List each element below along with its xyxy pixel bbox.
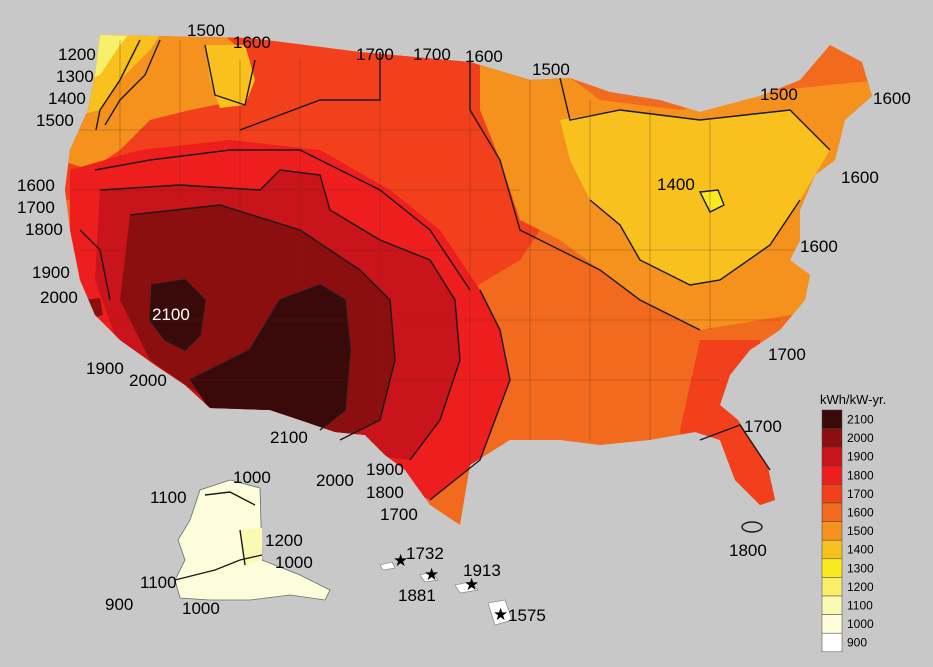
hawaii-island-4: [487, 599, 513, 626]
band-1400-idaho: [205, 45, 255, 108]
hawaii-island-1: [379, 561, 396, 571]
legend-label: 1700: [847, 487, 874, 501]
legend-label: 1600: [847, 506, 874, 520]
contour-label: 1700: [380, 505, 418, 524]
legend-label: 2100: [847, 413, 874, 427]
band-1300-ohio: [700, 190, 724, 212]
contour-label: 1700: [768, 345, 806, 364]
hawaii-labels: 1732 1913 1881 1575: [398, 544, 546, 625]
legend-label: 1200: [847, 580, 874, 594]
hawaii-island-2: [419, 571, 439, 583]
band-2000-coast: [85, 298, 103, 318]
hawaii: ★ ★ ★ ★: [379, 551, 513, 626]
band-2100-nv: [150, 280, 205, 350]
legend-label: 1500: [847, 524, 874, 538]
contour-label: 1700: [356, 45, 394, 64]
star-icon: ★: [424, 565, 439, 584]
star-icon: ★: [464, 575, 479, 594]
legend-swatch: [821, 614, 843, 634]
contour-label: 2000: [40, 288, 78, 307]
contour-label: 1400: [657, 175, 695, 194]
contour-label: 1600: [873, 89, 911, 108]
alaska-labels: 1000 1100 1200 1000 1100 900 1000: [105, 468, 313, 618]
contour-label: 1700: [413, 45, 451, 64]
legend-swatch: [821, 446, 843, 467]
contour-label: 1100: [150, 488, 187, 507]
legend-swatch: [821, 502, 843, 522]
contour-label: 1700: [744, 417, 782, 436]
legend-label: 900: [847, 636, 867, 650]
legend-items: 2100 2000 1900 1800 1700 1600 1500 1400 1300 1200…: [821, 409, 874, 653]
legend-label: 1300: [847, 561, 874, 575]
legend-swatch: [821, 409, 843, 429]
legend: kWh/kW-yr. 2100 2000 1900 1800 1700 1600 1500 1…: [820, 392, 886, 653]
contour-label: 1200: [58, 45, 96, 64]
contour-label: 1100: [140, 573, 177, 592]
contour-label: 1000: [182, 599, 220, 618]
contour-label: 2100: [152, 305, 190, 324]
legend-label: 1000: [847, 617, 874, 631]
point-label: 1913: [463, 561, 501, 580]
legend-swatch: [821, 632, 843, 653]
contour-label: 1500: [532, 60, 570, 79]
legend-swatch: [821, 428, 843, 448]
contour-label: 1500: [760, 85, 798, 104]
hawaii-island-3: [454, 581, 479, 594]
contour-label: 1800: [25, 220, 63, 239]
contour-label: 1900: [366, 460, 404, 479]
legend-title: kWh/kW-yr.: [820, 392, 886, 407]
band-2100-az: [190, 285, 350, 430]
contour-label: 1000: [233, 468, 271, 487]
star-icon: ★: [493, 605, 508, 624]
contour-label: 2000: [316, 471, 354, 490]
band-1400-east: [560, 110, 830, 285]
legend-swatch: [821, 484, 843, 504]
contour-label: 1000: [275, 553, 313, 572]
contour-label: 2100: [270, 428, 308, 447]
contour-label: 1800: [366, 483, 404, 502]
star-icon: ★: [393, 551, 408, 570]
contour-label: 1300: [56, 67, 94, 86]
contour-label: 1200: [265, 531, 303, 550]
contour-label: 1900: [32, 263, 70, 282]
contour-label: 1600: [233, 33, 271, 52]
contour-label: 2000: [129, 371, 167, 390]
legend-label: 1100: [847, 599, 873, 613]
contour-label: 1500: [187, 21, 225, 40]
contour-label: 1600: [841, 168, 879, 187]
contour-label: 1400: [48, 89, 86, 108]
legend-swatch: [821, 595, 843, 615]
legend-label: 1800: [847, 468, 874, 482]
contour-label: 1600: [17, 176, 55, 195]
contour-label: 1500: [36, 111, 74, 130]
legend-swatch: [821, 465, 843, 485]
contour-label: 1700: [17, 198, 55, 217]
legend-swatch: [821, 539, 843, 560]
legend-label: 1400: [847, 543, 874, 557]
legend-label: 1900: [847, 450, 874, 464]
point-label: 1732: [406, 544, 444, 563]
alaska: [174, 479, 331, 601]
contour-lines: [79, 39, 831, 533]
legend-label: 2000: [847, 431, 874, 445]
contour-label: 1800: [729, 541, 767, 560]
contour-label: 900: [105, 595, 133, 614]
state-borders: [70, 40, 800, 470]
point-label: 1575: [508, 606, 546, 625]
legend-swatch: [821, 521, 843, 541]
contour-label: 1600: [800, 237, 838, 256]
contour-label: 1900: [86, 359, 124, 378]
point-label: 1881: [398, 586, 436, 605]
contour-label: 1600: [465, 47, 503, 66]
contour-labels: 1200 1300 1400 1500 1500 1600 1700 1700 …: [17, 21, 911, 560]
legend-swatch: [821, 558, 843, 578]
legend-swatch: [821, 577, 843, 597]
